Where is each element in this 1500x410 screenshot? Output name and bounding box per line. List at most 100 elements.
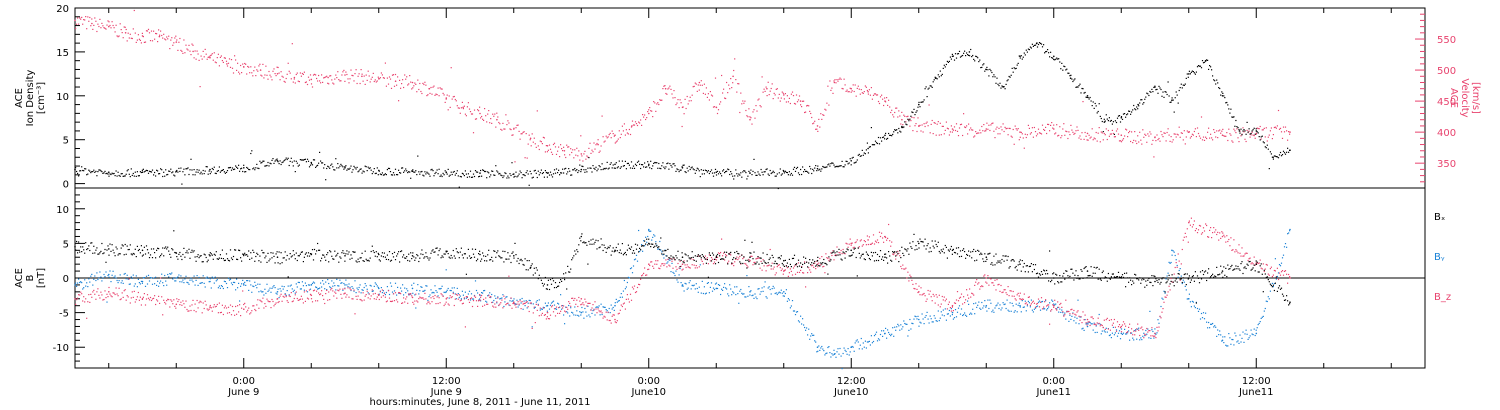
- x-axis-label: hours:minutes, June 8, 2011 - June 11, 2…: [370, 397, 591, 408]
- data-point-density-2: [141, 171, 144, 173]
- data-point-b2-27: [951, 304, 954, 307]
- data-point-b2-25: [884, 235, 886, 238]
- x-tick-time-5: 12:00: [1242, 376, 1271, 387]
- data-point-b0-9: [378, 253, 380, 256]
- data-point-b2-18: [681, 263, 684, 266]
- data-point-velocity-18: [378, 78, 380, 80]
- data-point-density-27: [918, 103, 920, 106]
- x-tick-day-2: June10: [630, 387, 666, 398]
- data-point-b2-5: [243, 308, 245, 311]
- data-point-density-0: [74, 168, 76, 171]
- data-point-b1-2: [141, 280, 144, 283]
- data-point-b1-8: [344, 284, 346, 286]
- data-point-velocity-19: [394, 80, 397, 82]
- data-point-velocity-52: [985, 128, 988, 130]
- data-point-b1-26: [918, 318, 920, 321]
- data-point-b1-3: [175, 277, 178, 279]
- data-point-velocity-20: [411, 81, 414, 84]
- data-point-velocity-34: [648, 112, 650, 115]
- data-point-velocity-33: [631, 125, 633, 127]
- data-point-b0-23: [783, 259, 785, 262]
- data-point-velocity-3: [124, 32, 127, 34]
- data-point-density-21: [783, 170, 785, 173]
- data-point-b2-0: [74, 298, 76, 300]
- data-point-density-32: [1002, 86, 1004, 88]
- data-point-velocity-49: [901, 118, 903, 121]
- b-tick-label-0: -10: [53, 343, 69, 354]
- data-point-velocity-25: [496, 118, 498, 121]
- data-point-density-4: [209, 168, 211, 171]
- data-point-b1-20: [749, 291, 751, 293]
- data-point-b0-7: [310, 253, 313, 256]
- data-point-density-44: [1204, 59, 1207, 62]
- data-point-b1-24: [850, 346, 852, 349]
- data-point-velocity-9: [226, 63, 228, 65]
- data-point-b0-2: [141, 249, 144, 252]
- data-point-density-19: [715, 171, 718, 173]
- data-point-velocity-48: [884, 100, 886, 102]
- data-point-b0-32: [1086, 270, 1089, 272]
- data-point-velocity-1: [91, 22, 93, 25]
- data-point-density-40: [1137, 103, 1139, 106]
- data-point-b0-26: [884, 256, 886, 259]
- data-point-b1-31: [1086, 325, 1089, 328]
- data-point-b2-8: [344, 292, 346, 295]
- data-point-b2-6: [276, 298, 279, 300]
- data-point-b1-37: [1255, 332, 1258, 335]
- data-point-velocity-43: [799, 100, 802, 102]
- right-tick-label-1: 400: [1437, 128, 1456, 139]
- data-point-b2-12: [479, 299, 481, 302]
- data-point-velocity-40: [749, 118, 751, 121]
- series-b0: [74, 230, 1291, 306]
- data-point-b2-2: [141, 298, 144, 300]
- data-point-b2-34: [1188, 221, 1190, 224]
- data-point-velocity-45: [833, 81, 836, 84]
- data-point-density-22: [816, 167, 819, 170]
- data-point-velocity-16: [344, 74, 346, 76]
- data-point-velocity-46: [850, 87, 852, 90]
- data-point-velocity-51: [951, 128, 954, 130]
- left-tick-label-3: 15: [56, 48, 69, 59]
- data-point-b2-16: [614, 318, 616, 321]
- data-point-b0-28: [951, 249, 954, 252]
- data-point-velocity-17: [361, 75, 363, 78]
- data-point-velocity-53: [1019, 131, 1021, 133]
- data-point-density-35: [1053, 55, 1055, 58]
- b-axis-label-0: ACE: [14, 268, 25, 288]
- left-tick-label-2: 10: [56, 92, 69, 103]
- data-point-density-17: [648, 163, 650, 166]
- data-point-density-8: [344, 167, 346, 169]
- data-point-b1-36: [1221, 339, 1224, 342]
- data-point-velocity-42: [783, 94, 785, 96]
- data-point-velocity-13: [293, 76, 296, 79]
- legend-1: Bᵧ: [1434, 252, 1445, 263]
- data-point-velocity-35: [664, 87, 667, 90]
- data-point-density-9: [378, 169, 380, 172]
- data-point-velocity-41: [766, 87, 768, 90]
- data-point-density-26: [901, 125, 903, 128]
- data-point-b1-28: [985, 304, 988, 307]
- data-point-velocity-31: [597, 143, 599, 146]
- right-axis-label-0: ACE: [1448, 88, 1459, 108]
- data-point-density-12: [479, 172, 481, 174]
- data-point-velocity-26: [513, 128, 515, 130]
- b-tick-label-4: 10: [56, 205, 69, 216]
- data-point-density-20: [749, 172, 751, 174]
- data-point-b1-9: [378, 287, 380, 290]
- data-point-b2-10: [411, 296, 414, 299]
- data-point-density-45: [1221, 95, 1224, 97]
- data-point-b1-15: [580, 311, 583, 314]
- data-point-velocity-11: [259, 69, 262, 71]
- data-point-velocity-36: [681, 106, 684, 109]
- x-tick-day-3: June10: [833, 387, 869, 398]
- data-point-b0-19: [648, 242, 650, 245]
- data-point-velocity-14: [310, 78, 313, 81]
- data-point-density-14: [546, 172, 549, 174]
- data-point-b0-34: [1154, 280, 1156, 283]
- data-point-density-48: [1272, 156, 1274, 159]
- data-point-density-36: [1069, 77, 1072, 79]
- data-point-density-34: [1036, 42, 1038, 44]
- data-point-velocity-37: [698, 81, 701, 84]
- data-point-b2-30: [1053, 304, 1055, 307]
